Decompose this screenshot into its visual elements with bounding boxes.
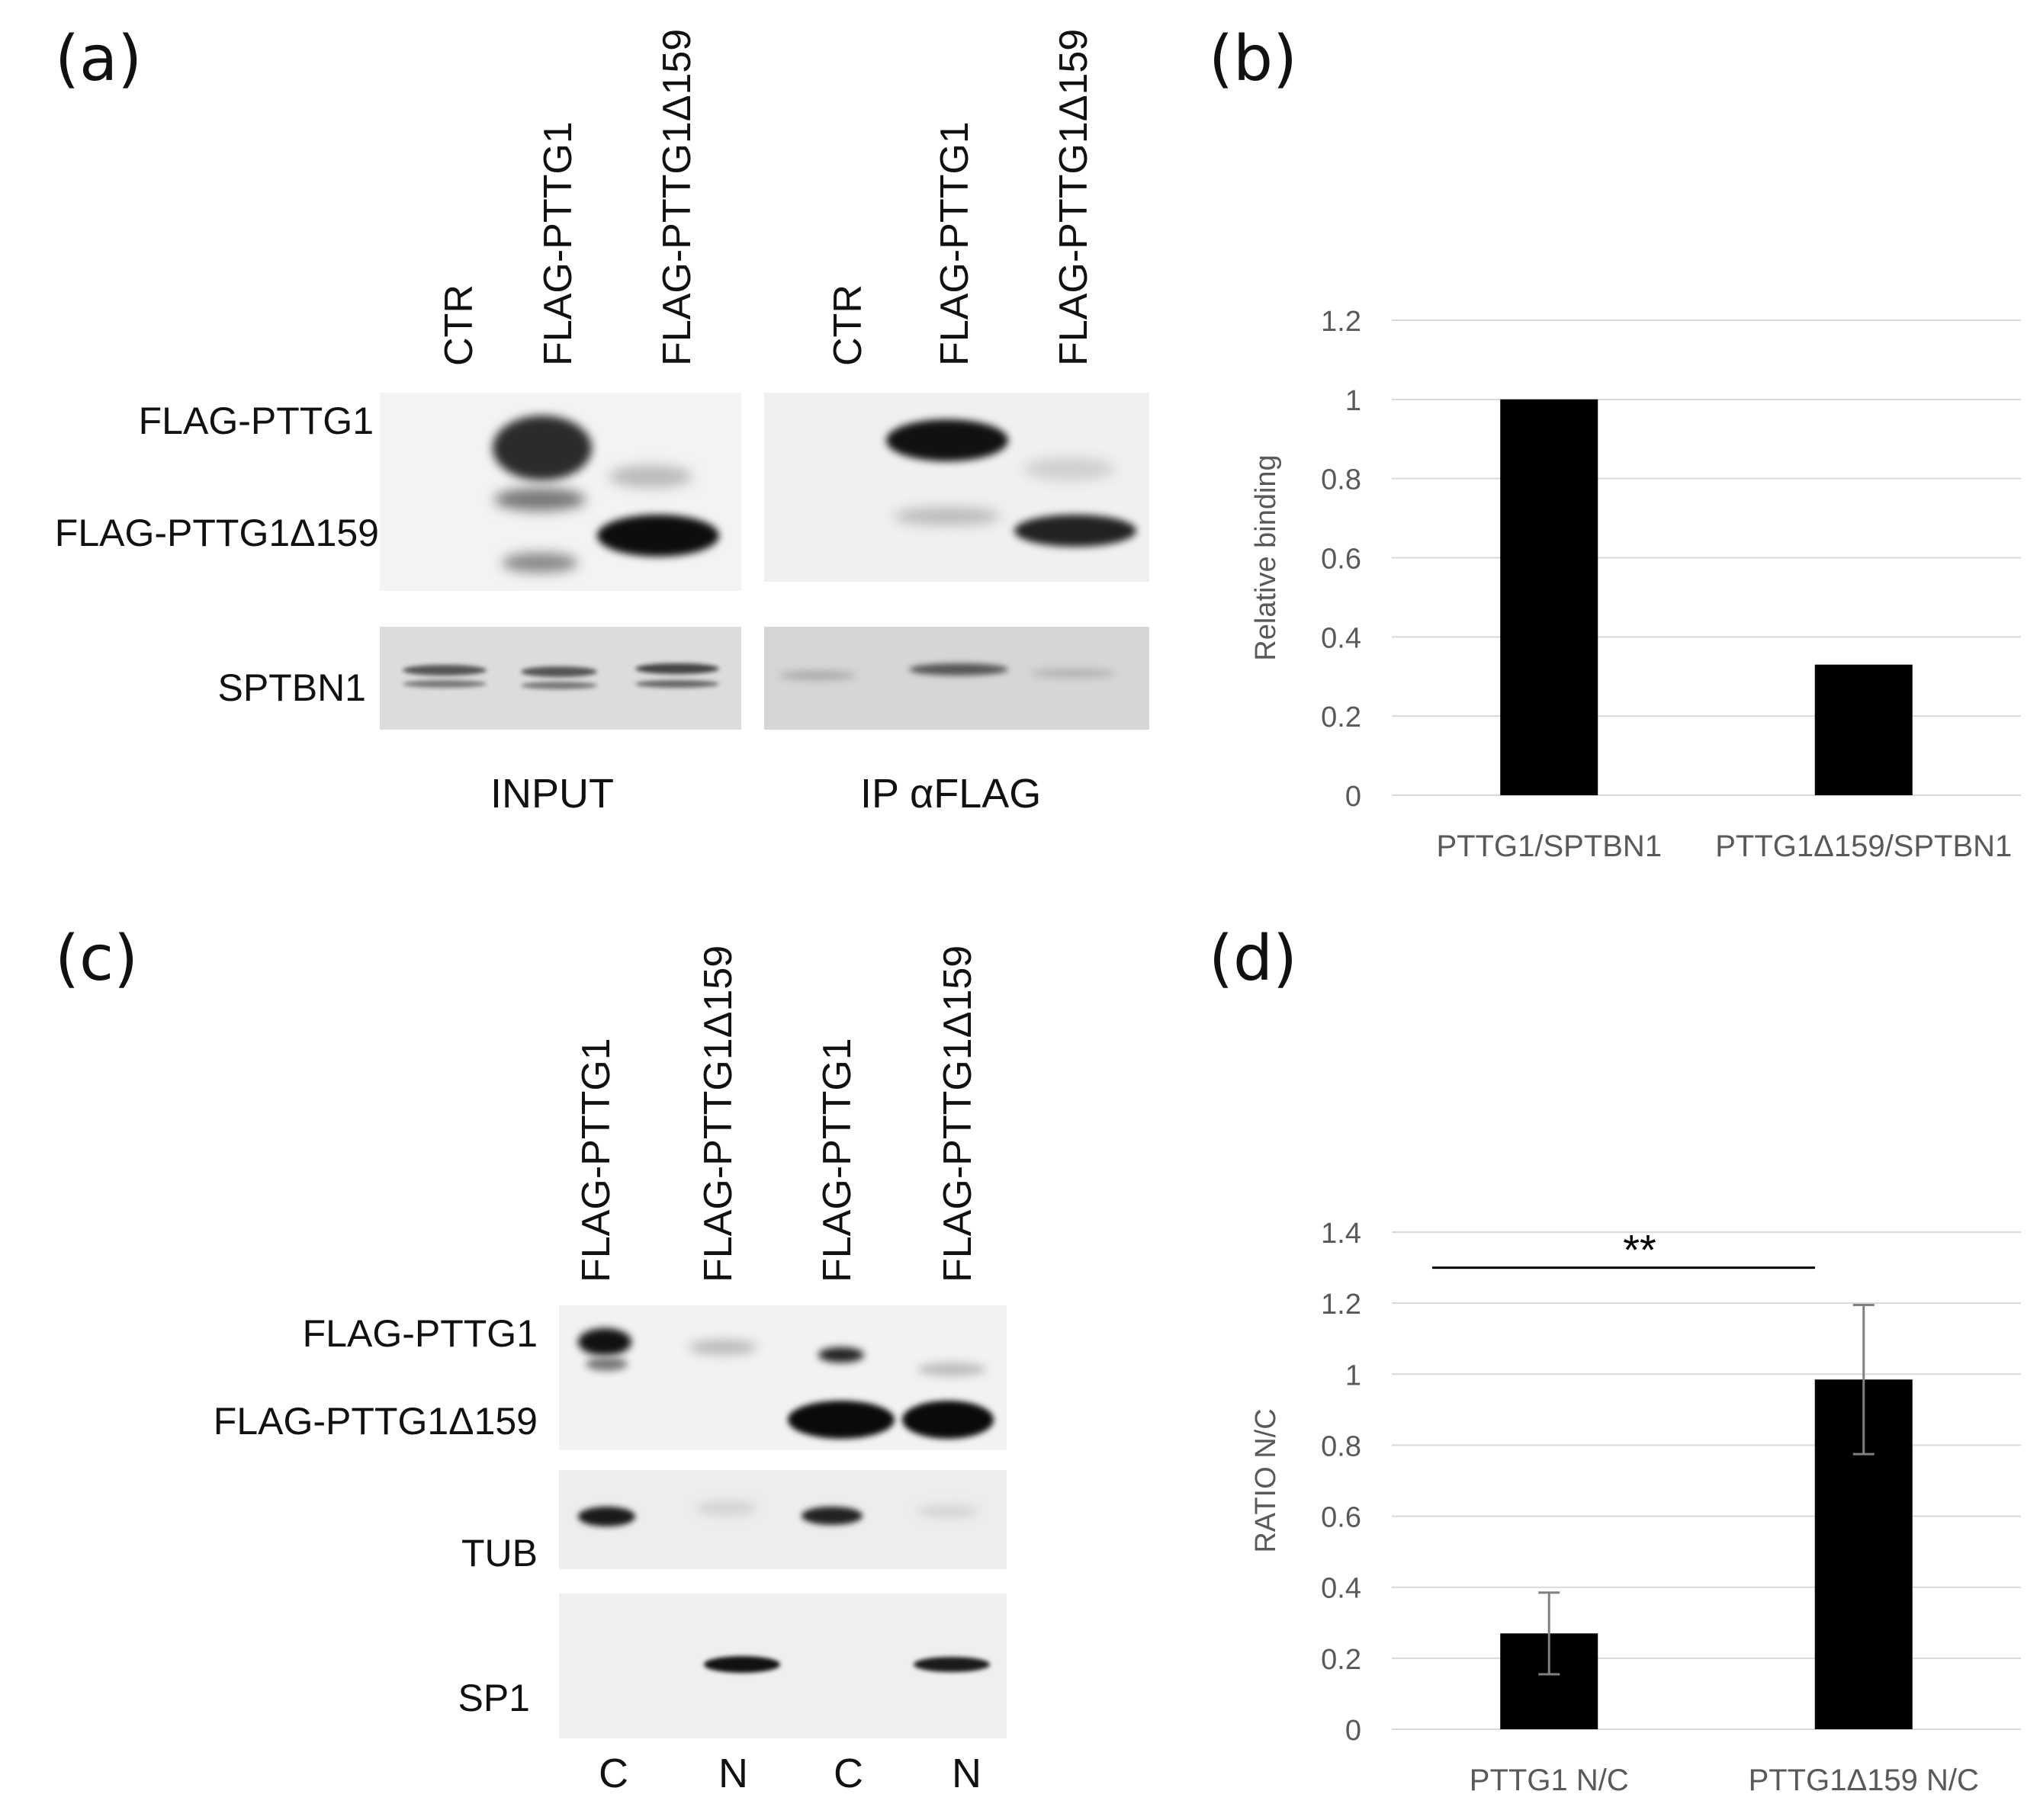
- band: [1031, 669, 1115, 678]
- row-label-sptbn1: SPTBN1: [217, 666, 366, 709]
- row-label-tub: TUB: [461, 1532, 538, 1574]
- row-label-flag-pttg1-d159: FLAG-PTTG1Δ159: [213, 1400, 538, 1443]
- band: [788, 1401, 895, 1439]
- row-label-flag-pttg1: FLAG-PTTG1: [302, 1312, 538, 1355]
- y-tick-label: 0.4: [1321, 1573, 1361, 1605]
- band: [521, 682, 597, 689]
- band: [521, 666, 597, 677]
- band: [494, 488, 586, 511]
- band: [917, 1363, 986, 1376]
- y-axis-label: Relative binding: [1250, 454, 1282, 660]
- band: [696, 1501, 757, 1516]
- significance-label: **: [1623, 1226, 1656, 1274]
- blot-tub: [559, 1470, 1007, 1569]
- y-tick-label: 1: [1345, 1359, 1361, 1391]
- band: [578, 1328, 631, 1356]
- y-tick-label: 0.8: [1321, 1430, 1361, 1462]
- blot-sp1: [559, 1594, 1007, 1738]
- bar: [1500, 399, 1598, 795]
- x-tick-label: PTTG1Δ159 N/C: [1749, 1764, 1979, 1797]
- band: [1023, 457, 1115, 480]
- band: [902, 1401, 994, 1439]
- row-label-sp1: SP1: [458, 1677, 530, 1719]
- band: [818, 1347, 864, 1363]
- band: [704, 1656, 780, 1673]
- panel-c-letter: (c): [55, 923, 139, 995]
- y-tick-label: 0: [1345, 781, 1361, 813]
- band: [909, 663, 1008, 676]
- y-tick-label: 0.4: [1321, 622, 1361, 654]
- fraction-label-n: N: [952, 1751, 981, 1796]
- row-label-flag-pttg1: FLAG-PTTG1: [138, 400, 374, 442]
- fraction-label-c: C: [599, 1751, 628, 1796]
- y-tick-label: 0.2: [1321, 1644, 1361, 1676]
- band: [586, 1357, 628, 1371]
- chart-b: 0 0.2 0.4 0.6 0.8 1 1.2 Relative binding PTTG1/S…: [1250, 306, 2021, 863]
- blot-flag-fraction: [559, 1305, 1007, 1450]
- x-tick-label: PTTG1/SPTBN1: [1436, 830, 1662, 863]
- blot-ip-flag: [764, 393, 1149, 582]
- chart-d: 0 0.2 0.4 0.6 0.8 1 1.2 1.4 RATIO N/C PTTG1 N/C PT…: [1250, 1218, 2021, 1797]
- x-tick-label: PTTG1Δ159/SPTBN1: [1715, 830, 2012, 863]
- band: [635, 663, 719, 674]
- band: [1014, 515, 1136, 547]
- y-tick-label: 1.2: [1321, 306, 1361, 338]
- y-tick-label: 0: [1345, 1715, 1361, 1747]
- band: [914, 1657, 990, 1672]
- y-tick-label: 0.6: [1321, 544, 1361, 576]
- band: [886, 419, 1008, 461]
- fraction-label-c: C: [834, 1751, 863, 1796]
- band: [403, 680, 487, 688]
- band: [502, 553, 578, 573]
- y-axis-label: RATIO N/C: [1250, 1408, 1282, 1552]
- blot-input-flag: [380, 393, 741, 591]
- group-label-ip-aflag: IP αFLAG: [860, 771, 1042, 817]
- row-label-flag-pttg1-d159: FLAG-PTTG1Δ159: [54, 512, 379, 554]
- blot-ip-sptbn1: [764, 627, 1149, 730]
- band: [917, 1504, 978, 1518]
- blot-input-sptbn1: [380, 627, 741, 730]
- y-tick-label: 0.6: [1321, 1502, 1361, 1534]
- band: [802, 1507, 863, 1525]
- band: [635, 680, 719, 688]
- band: [689, 1340, 757, 1355]
- y-tick-label: 0.2: [1321, 701, 1361, 733]
- band: [894, 507, 1001, 525]
- panel-b-letter: (b): [1209, 23, 1298, 95]
- fraction-label-n: N: [718, 1751, 748, 1796]
- y-tick-label: 0.8: [1321, 464, 1361, 496]
- band: [403, 665, 487, 676]
- band: [493, 416, 592, 480]
- band: [609, 465, 692, 488]
- x-tick-label: PTTG1 N/C: [1470, 1764, 1629, 1797]
- band: [779, 671, 856, 680]
- band: [578, 1507, 635, 1526]
- panel-a-letter: (a): [55, 23, 143, 95]
- y-tick-label: 1.2: [1321, 1289, 1361, 1321]
- group-label-input: INPUT: [490, 771, 614, 817]
- y-tick-label: 1: [1345, 385, 1361, 417]
- panel-d-letter: (d): [1209, 923, 1298, 995]
- y-tick-label: 1.4: [1321, 1218, 1361, 1250]
- bar: [1814, 664, 1913, 795]
- band: [597, 515, 719, 557]
